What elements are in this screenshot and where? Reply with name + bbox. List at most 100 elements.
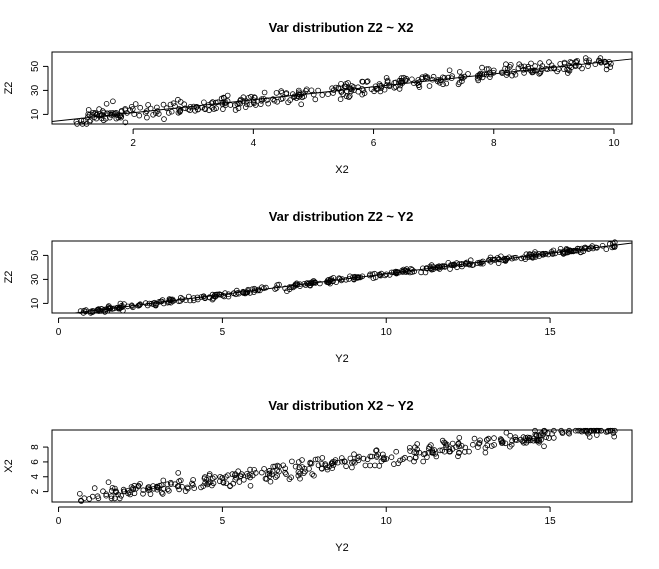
data-point	[393, 448, 400, 455]
data-point	[289, 458, 295, 465]
data-point	[286, 284, 293, 290]
y-tick-label: 50	[30, 60, 41, 72]
data-point	[100, 488, 106, 495]
data-point	[406, 444, 413, 451]
data-point	[611, 427, 618, 434]
data-point	[378, 458, 385, 465]
chart-title: Var distribution Z2 ~ Y2	[269, 209, 414, 224]
data-point	[131, 111, 138, 117]
data-point	[541, 443, 547, 450]
data-point	[175, 470, 182, 476]
data-point	[419, 74, 426, 80]
data-point	[607, 427, 614, 434]
data-point	[343, 83, 349, 90]
data-point	[380, 451, 386, 458]
data-point	[373, 452, 380, 459]
x-axis: 0 5 10 15	[56, 506, 556, 527]
data-point	[476, 74, 483, 80]
data-point	[91, 485, 98, 491]
data-point	[495, 260, 502, 266]
data-point	[343, 463, 349, 470]
x-tick-label: 15	[545, 327, 557, 338]
data-point	[104, 307, 111, 314]
data-point	[241, 476, 247, 483]
data-point	[604, 428, 611, 435]
data-point	[386, 83, 393, 90]
data-point	[324, 464, 330, 471]
data-point	[244, 101, 250, 107]
data-point	[453, 444, 459, 451]
data-point	[168, 481, 174, 487]
data-point	[503, 429, 510, 436]
data-point	[391, 461, 397, 467]
data-point	[407, 448, 413, 454]
data-point	[594, 427, 601, 434]
data-point	[236, 479, 243, 485]
data-point	[243, 289, 250, 296]
data-point	[159, 491, 166, 497]
data-point	[298, 101, 305, 108]
data-point	[436, 266, 443, 272]
data-point	[337, 96, 344, 102]
data-point	[482, 444, 489, 451]
data-point	[420, 458, 427, 465]
data-point	[270, 96, 276, 102]
data-point	[537, 60, 543, 66]
plot-frame	[51, 51, 633, 125]
data-point	[183, 297, 189, 304]
data-point	[154, 484, 160, 491]
data-point	[498, 440, 505, 446]
data-point	[559, 429, 565, 435]
data-point	[429, 76, 436, 83]
y-axis: 10 30 50	[30, 60, 49, 120]
data-point	[315, 456, 321, 463]
data-point	[185, 485, 191, 492]
x-tick-label: 10	[381, 516, 393, 527]
data-point	[282, 469, 288, 476]
data-point	[539, 430, 545, 436]
data-point	[209, 296, 216, 303]
data-point	[477, 260, 484, 267]
data-point	[528, 60, 534, 67]
data-point	[175, 96, 181, 103]
data-point	[167, 101, 174, 108]
data-point	[224, 92, 231, 99]
chart-title: Var distribution X2 ~ Y2	[268, 398, 413, 413]
data-point	[415, 82, 422, 88]
data-point	[443, 80, 450, 87]
data-point	[190, 482, 196, 488]
data-point	[236, 100, 242, 106]
data-point	[502, 257, 509, 264]
data-point	[606, 241, 613, 247]
y-tick-label: 30	[30, 273, 41, 285]
data-point	[330, 87, 337, 93]
data-point	[210, 480, 217, 487]
data-point	[520, 439, 527, 446]
data-point	[279, 90, 285, 96]
data-point	[244, 470, 250, 477]
data-point	[220, 479, 227, 485]
data-point	[74, 121, 80, 127]
data-point	[81, 495, 88, 502]
x-axis-label: Y2	[335, 542, 348, 554]
data-point	[538, 437, 544, 443]
plot-frame	[51, 429, 633, 503]
data-point	[479, 64, 485, 71]
data-point	[85, 107, 92, 113]
data-point	[312, 96, 319, 103]
data-point	[532, 427, 538, 434]
data-point	[300, 470, 307, 476]
data-point	[579, 65, 585, 72]
data-point	[566, 430, 572, 437]
data-point	[242, 104, 249, 110]
data-point	[349, 459, 355, 466]
data-point	[285, 99, 291, 106]
data-point	[273, 90, 280, 96]
x-axis: 0 5 10 15	[56, 317, 557, 338]
data-point	[526, 434, 533, 441]
x-tick-label: 5	[220, 327, 226, 338]
data-point	[156, 111, 162, 117]
data-point	[484, 436, 490, 443]
data-point	[388, 454, 395, 461]
data-point	[349, 464, 355, 471]
